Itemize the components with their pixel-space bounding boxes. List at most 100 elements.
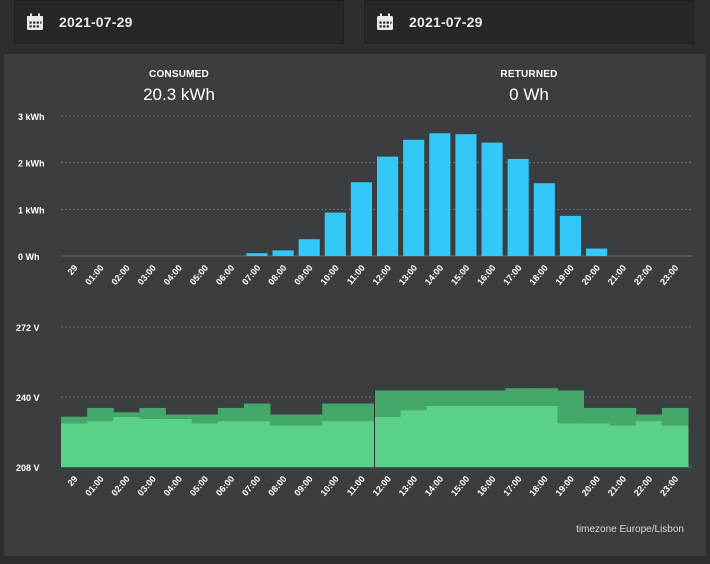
voltage-xtick-label: 08:00 — [266, 474, 288, 498]
voltage-area — [374, 416, 402, 467]
voltage-xtick-label: 03:00 — [136, 474, 158, 498]
voltage-ytick-label: 208 V — [16, 463, 40, 473]
energy-ytick-label: 2 kWh — [18, 159, 45, 169]
voltage-area — [583, 423, 611, 467]
voltage-range-band — [165, 414, 193, 419]
voltage-range-band — [348, 403, 375, 422]
voltage-xtick-label: 01:00 — [83, 474, 105, 498]
energy-xtick-label: 13:00 — [397, 263, 419, 287]
voltage-range-band — [139, 407, 166, 419]
energy-xtick-label: 09:00 — [292, 263, 314, 287]
voltage-xtick-label: 13:00 — [397, 474, 419, 498]
voltage-range-band — [243, 403, 271, 422]
voltage-area — [400, 410, 428, 467]
voltage-range-band — [531, 388, 558, 406]
date-to-value: 2021-07-29 — [409, 14, 483, 30]
energy-bar — [272, 250, 294, 256]
voltage-xtick-label: 18:00 — [527, 474, 549, 498]
energy-xtick-label: 02:00 — [109, 263, 131, 287]
energy-bar — [507, 158, 529, 256]
energy-xtick-label: 17:00 — [501, 263, 523, 287]
energy-bar — [377, 156, 399, 256]
energy-bar — [533, 183, 555, 256]
energy-xtick-label: 06:00 — [214, 263, 236, 287]
voltage-area — [322, 421, 349, 467]
voltage-range-band — [661, 407, 689, 426]
voltage-range-band — [635, 414, 663, 422]
energy-xtick-label: 12:00 — [371, 263, 393, 287]
voltage-range-band — [479, 390, 506, 406]
voltage-range-band — [400, 390, 428, 411]
energy-xtick-label: 16:00 — [475, 263, 497, 287]
voltage-area — [505, 405, 532, 467]
voltage-xtick-label: 05:00 — [188, 474, 210, 498]
voltage-xtick-label: 10:00 — [318, 474, 340, 498]
calendar-icon — [27, 13, 43, 30]
energy-xtick-label: 03:00 — [136, 263, 158, 287]
voltage-xtick-label: 09:00 — [292, 474, 314, 498]
energy-bar — [403, 139, 425, 256]
voltage-range-band — [87, 407, 114, 422]
voltage-range-band — [583, 407, 611, 424]
voltage-xtick-label: 20:00 — [580, 474, 602, 498]
voltage-range-band — [61, 416, 88, 424]
voltage-xtick-label: 02:00 — [109, 474, 131, 498]
voltage-xtick-label: 19:00 — [554, 474, 576, 498]
date-from-value: 2021-07-29 — [59, 14, 133, 30]
energy-panel — [4, 54, 706, 556]
voltage-area — [531, 405, 558, 467]
energy-xtick-label: 23:00 — [658, 263, 680, 287]
voltage-area — [139, 418, 166, 467]
energy-bar — [298, 239, 320, 256]
energy-xtick-label: 29 — [65, 263, 79, 277]
energy-xtick-label: 01:00 — [83, 263, 105, 287]
energy-bar — [429, 133, 451, 256]
voltage-area — [479, 405, 506, 467]
energy-bar — [246, 253, 268, 256]
voltage-range-band — [113, 412, 140, 417]
energy-xtick-label: 05:00 — [188, 263, 210, 287]
energy-bar — [350, 182, 372, 256]
returned-label: RETURNED — [500, 69, 558, 80]
voltage-area — [661, 425, 689, 467]
voltage-range-band — [270, 414, 297, 426]
voltage-range-band — [505, 388, 532, 406]
energy-xtick-label: 18:00 — [527, 263, 549, 287]
energy-xtick-label: 07:00 — [240, 263, 262, 287]
consumed-value: 20.3 kWh — [143, 85, 215, 104]
voltage-range-band — [191, 414, 219, 424]
calendar-icon — [377, 13, 393, 30]
energy-ytick-label: 1 kWh — [18, 205, 45, 215]
voltage-xtick-label: 16:00 — [475, 474, 497, 498]
energy-xtick-label: 04:00 — [162, 263, 184, 287]
voltage-area — [609, 425, 637, 467]
energy-ytick-label: 3 kWh — [18, 112, 45, 122]
voltage-range-band — [217, 407, 245, 422]
date-from-picker[interactable]: 2021-07-29 — [14, 0, 344, 44]
voltage-xtick-label: 23:00 — [658, 474, 680, 498]
voltage-ytick-label: 240 V — [16, 393, 40, 403]
voltage-area — [635, 421, 663, 467]
voltage-area — [270, 425, 297, 467]
date-to-picker[interactable]: 2021-07-29 — [364, 0, 694, 44]
voltage-xtick-label: 04:00 — [162, 474, 184, 498]
voltage-area — [217, 421, 245, 467]
voltage-area — [191, 423, 219, 467]
voltage-xtick-label: 21:00 — [606, 474, 628, 498]
voltage-range-band — [609, 407, 637, 426]
energy-xtick-label: 14:00 — [423, 263, 445, 287]
voltage-range-band — [557, 390, 584, 424]
voltage-xtick-label: 14:00 — [423, 474, 445, 498]
consumed-label: CONSUMED — [149, 69, 209, 80]
voltage-area — [426, 405, 454, 467]
energy-bar — [455, 134, 477, 256]
voltage-area — [165, 418, 193, 467]
voltage-xtick-label: 12:00 — [371, 474, 393, 498]
energy-bar — [481, 142, 503, 256]
voltage-xtick-label: 06:00 — [214, 474, 236, 498]
energy-xtick-label: 19:00 — [554, 263, 576, 287]
voltage-ytick-label: 272 V — [16, 323, 40, 333]
voltage-area — [243, 421, 271, 467]
energy-bar — [324, 212, 346, 256]
